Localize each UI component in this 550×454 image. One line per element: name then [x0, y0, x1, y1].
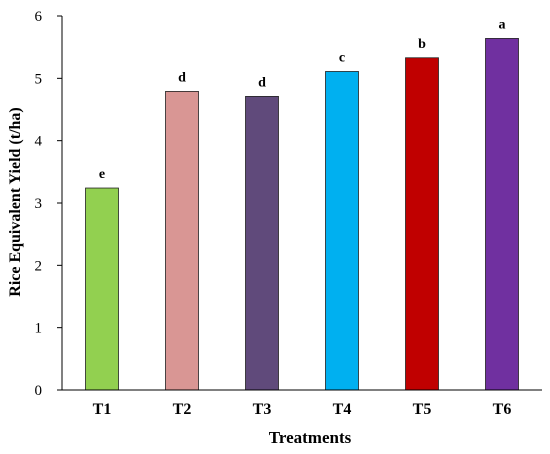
bars-group	[85, 38, 519, 391]
y-tick-label: 4	[35, 134, 43, 150]
y-tick-label: 1	[35, 321, 43, 337]
y-tick-label: 6	[35, 9, 43, 25]
x-tick-label: T5	[413, 401, 432, 418]
y-ticks-group: 0 1 2 3 4 5 6	[35, 9, 62, 399]
x-tick-label: T3	[253, 401, 272, 418]
x-axis-title: Treatments	[269, 428, 352, 447]
bar-t4	[325, 71, 359, 391]
significance-letter: b	[418, 37, 426, 52]
x-tick-label: T1	[93, 401, 112, 418]
y-tick-label: 5	[35, 71, 43, 87]
x-tick-label: T6	[493, 401, 512, 418]
significance-letters-group: e d d c b a	[99, 17, 506, 182]
significance-letter: e	[99, 167, 105, 182]
significance-letter: a	[499, 17, 506, 32]
significance-letter: d	[178, 70, 186, 85]
y-tick-label: 0	[35, 383, 43, 399]
y-axis-title: Rice Equivalent Yield (t/ha)	[7, 107, 24, 296]
y-tick-label: 3	[35, 196, 43, 212]
bar-t3	[245, 96, 279, 391]
significance-letter: d	[258, 75, 266, 90]
bar-t1	[85, 187, 119, 391]
significance-letter: c	[339, 50, 345, 65]
bar-t2	[165, 91, 199, 391]
x-tick-labels-group: T1 T2 T3 T4 T5 T6	[93, 401, 512, 418]
bar-t5	[405, 57, 439, 391]
bar-t6	[485, 38, 519, 391]
x-tick-label: T2	[173, 401, 192, 418]
y-tick-label: 2	[35, 258, 43, 274]
x-tick-label: T4	[333, 401, 352, 418]
